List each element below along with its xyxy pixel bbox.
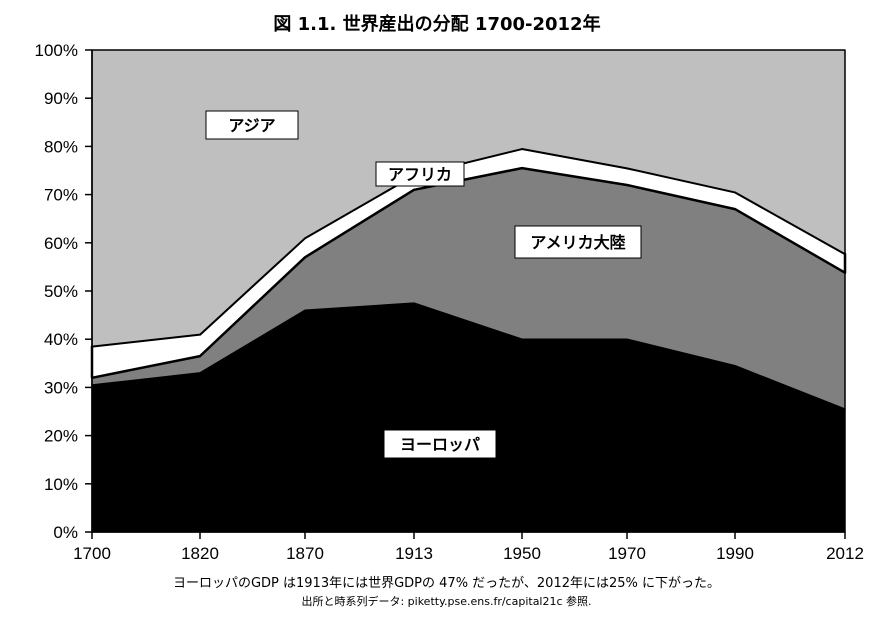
y-tick-label: 60% — [44, 234, 78, 253]
y-tick-label: 90% — [44, 89, 78, 108]
region-label-asia: アジア — [205, 110, 299, 140]
x-tick-label: 1970 — [608, 544, 646, 563]
region-label-box — [383, 429, 497, 459]
area-layers — [90, 49, 847, 533]
chart-caption: ヨーロッパのGDP は1913年には世界GDPの 47% だったが、2012年に… — [172, 576, 721, 591]
x-tick-label: 2012 — [826, 544, 864, 563]
chart-source-note: 出所と時系列データ: piketty.pse.ens.fr/capital21c… — [301, 595, 592, 608]
x-tick-label: 1820 — [181, 544, 219, 563]
region-label-box — [514, 225, 642, 259]
region-label-box — [375, 161, 465, 187]
y-tick-label: 30% — [44, 378, 78, 397]
region-label-text: ヨーロッパ — [400, 435, 480, 454]
region-label-europe: ヨーロッパ — [383, 429, 497, 459]
region-label-text: アメリカ大陸 — [530, 233, 625, 252]
y-tick-label: 40% — [44, 330, 78, 349]
chart-title: 図 1.1. 世界産出の分配 1700-2012年 — [273, 13, 600, 35]
region-label-text: アフリカ — [388, 165, 452, 184]
x-tick-label: 1913 — [395, 544, 433, 563]
y-tick-label: 70% — [44, 186, 78, 205]
y-tick-label: 0% — [53, 523, 78, 542]
x-tick-label: 1990 — [716, 544, 754, 563]
x-axis: 1700 1820 1870 1913 1950 1970 1990 2012 — [73, 531, 864, 563]
y-tick-label: 10% — [44, 475, 78, 494]
region-label-africa: アフリカ — [375, 161, 465, 187]
y-tick-label: 100% — [35, 41, 78, 60]
y-tick-label: 50% — [44, 282, 78, 301]
x-tick-label: 1950 — [503, 544, 541, 563]
y-tick-label: 20% — [44, 427, 78, 446]
region-label-text: アジア — [228, 116, 275, 135]
region-label-box — [205, 110, 299, 140]
y-axis: 0% 10% 20% 30% 40% 50% 60% 70% 80% 90% 100% — [35, 41, 93, 542]
y-tick-label: 80% — [44, 137, 78, 156]
x-tick-label: 1700 — [73, 544, 111, 563]
x-tick-label: 1870 — [286, 544, 324, 563]
region-label-americas: アメリカ大陸 — [514, 225, 642, 259]
